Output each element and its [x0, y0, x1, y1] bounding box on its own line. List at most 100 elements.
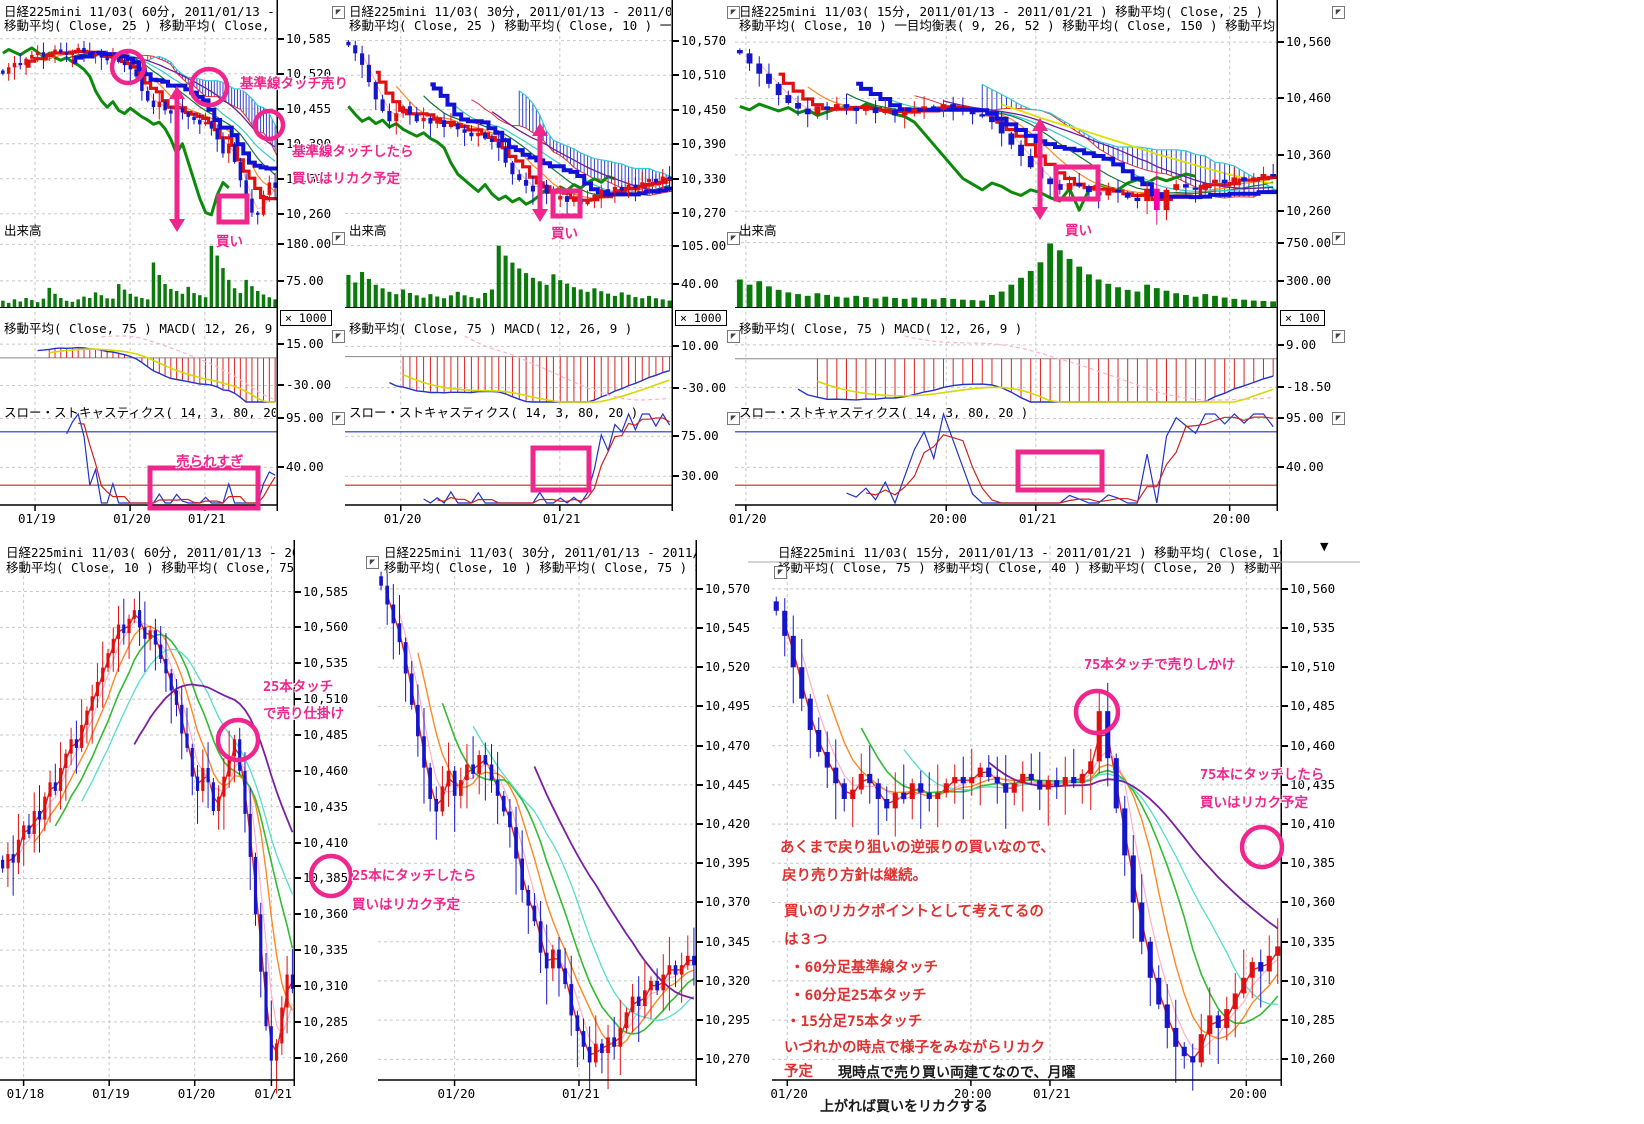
gridlines — [378, 546, 697, 1080]
panel-corner-icon[interactable]: ◤ — [727, 6, 740, 19]
axis-tick-label: 10,570 — [681, 32, 727, 48]
axis-tick — [673, 39, 679, 42]
axis-tick — [1278, 466, 1284, 469]
axis-tick — [1278, 97, 1284, 100]
axis-tick-label: 10,560 — [1290, 580, 1336, 596]
axis-tick — [697, 587, 703, 590]
chart-title: 日経225mini 11/03( 60分, 2011/01/13 - 2011/… — [4, 4, 276, 19]
axis-tick-label: 10,285 — [303, 1013, 349, 1029]
axis-tick-label: 10,320 — [705, 972, 751, 988]
panel-corner-icon[interactable]: ◤ — [332, 412, 345, 425]
axis-tick-label: 10,460 — [303, 762, 349, 778]
chart-panel-top-30min: 01/20 01/21 10,570 10,510 10,450 10,390 10,330… — [345, 0, 735, 530]
panel-corner-icon[interactable]: ◤ — [1332, 330, 1345, 343]
axis-tick — [673, 212, 679, 215]
axis-tick — [1278, 153, 1284, 156]
axis-tick-label: 10,260 — [303, 1049, 349, 1065]
panel-corner-icon[interactable]: ◤ — [1332, 6, 1345, 19]
axis-tick — [278, 142, 284, 145]
stoch-panel-label: スロー・ストキャスティクス( 14, 3, 80, 20 ) — [739, 405, 1029, 420]
axis-tick-label: 10,560 — [1286, 34, 1332, 50]
gridlines — [772, 546, 1282, 1080]
macd-panel — [345, 335, 673, 403]
candlesticks — [346, 40, 672, 216]
chart-title: 日経225mini 11/03( 15分, 2011/01/13 - 2011/… — [778, 545, 1282, 560]
axes — [345, 0, 673, 511]
x-axis-label: 01/20 — [728, 511, 767, 526]
axis-tick-label: 10,460 — [1286, 90, 1332, 106]
axis-tick-label: 10,585 — [303, 583, 349, 599]
axis-tick-label: 10,485 — [1290, 698, 1336, 714]
axis-tick — [673, 74, 679, 77]
axis-tick-label: 10,325 — [286, 170, 332, 186]
chart-legend: 移動平均( Close, 10 ) 移動平均( Close, 75 ) 移動平 — [6, 560, 295, 575]
axis-tick — [295, 877, 301, 880]
axis-tick-label: 95.00 — [1286, 410, 1324, 426]
gridlines — [345, 6, 673, 505]
axis-tick — [295, 949, 301, 952]
axis-tick-label: 10,450 — [681, 101, 727, 117]
axis-tick — [278, 279, 284, 282]
axis-tick — [673, 282, 679, 285]
axis-tick — [295, 590, 301, 593]
axis-tick — [295, 733, 301, 736]
axis-tick-label: 10,370 — [705, 894, 751, 910]
axis-tick-label: 9.00 — [1286, 336, 1317, 352]
axis-tick — [1282, 940, 1288, 943]
axes — [378, 540, 697, 1086]
axis-tick — [697, 1058, 703, 1061]
panel-corner-icon[interactable]: ◤ — [366, 556, 379, 569]
axis-tick — [1278, 386, 1284, 389]
x-axis-label: 20:00 — [929, 511, 967, 526]
axis-tick-label: 10,335 — [303, 942, 349, 958]
axis-tick — [295, 1020, 301, 1023]
x-axis-label: 20:00 — [1212, 511, 1251, 526]
panel-corner-icon[interactable]: ◤ — [774, 566, 787, 579]
volume-panel-label: 出来高 — [349, 223, 387, 238]
macd-panel — [0, 335, 278, 403]
axis-tick-label: 10,455 — [286, 100, 332, 116]
kijun-line — [72, 50, 278, 171]
axis-tick-label: -30.00 — [286, 377, 332, 393]
axis-tick — [295, 805, 301, 808]
chart-canvas-top-30min — [345, 0, 673, 511]
panel-corner-icon[interactable]: ◤ — [332, 232, 345, 245]
axis-tick-label: 10,460 — [1290, 737, 1336, 753]
axis-tick-label: 40.00 — [1286, 459, 1324, 475]
chart-legend: 移動平均( Close, 10 ) 一目均衡表( 9, 26, 52 ) 移動平… — [739, 18, 1276, 33]
panel-corner-icon[interactable]: ◤ — [332, 330, 345, 343]
ma-lines — [361, 54, 670, 203]
axis-tick — [278, 466, 284, 469]
lagging-span — [739, 102, 1196, 212]
panel-corner-icon[interactable]: ◤ — [332, 6, 345, 19]
axis-tick-label: 10,310 — [303, 978, 349, 994]
axis-tick — [697, 783, 703, 786]
chart-canvas-top-15min — [735, 0, 1278, 511]
x-axis-label: 01/21 — [187, 511, 226, 526]
axis-tick — [295, 626, 301, 629]
panel-corner-icon[interactable]: ◤ — [1332, 232, 1345, 245]
stoch-panel — [0, 412, 278, 504]
panel-corner-icon[interactable]: ◤ — [727, 412, 740, 425]
panel-corner-icon[interactable]: ◤ — [727, 330, 740, 343]
axis-tick-label: 10,570 — [705, 580, 751, 596]
panel-corner-icon[interactable]: ◤ — [727, 232, 740, 245]
ma-lines — [784, 623, 1279, 1061]
lagging-span — [2, 46, 230, 217]
axis-tick — [1278, 280, 1284, 283]
axis-tick-label: 95.00 — [286, 410, 324, 426]
macd-panel-label: 移動平均( Close, 75 ) MACD( 12, 26, 9 ) — [739, 321, 1023, 336]
axis-tick — [697, 627, 703, 630]
collapse-arrow-icon[interactable]: ▼ — [1320, 540, 1329, 553]
axis-tick — [1282, 979, 1288, 982]
axis-tick — [673, 108, 679, 111]
x-axis-label: 01/21 — [542, 511, 581, 526]
panel-corner-icon[interactable]: ◤ — [1332, 412, 1345, 425]
axis-tick — [1278, 343, 1284, 346]
axis-tick — [697, 666, 703, 669]
axis-tick — [673, 475, 679, 478]
chart-title: 日経225mini 11/03( 15分, 2011/01/13 - 2011/… — [739, 4, 1263, 19]
axis-tick — [1278, 417, 1284, 420]
chart-legend: 移動平均( Close, 10 ) 移動平均( Close, 75 ) 移動平均 — [384, 560, 697, 575]
axis-tick-label: 300.00 — [1286, 273, 1332, 289]
